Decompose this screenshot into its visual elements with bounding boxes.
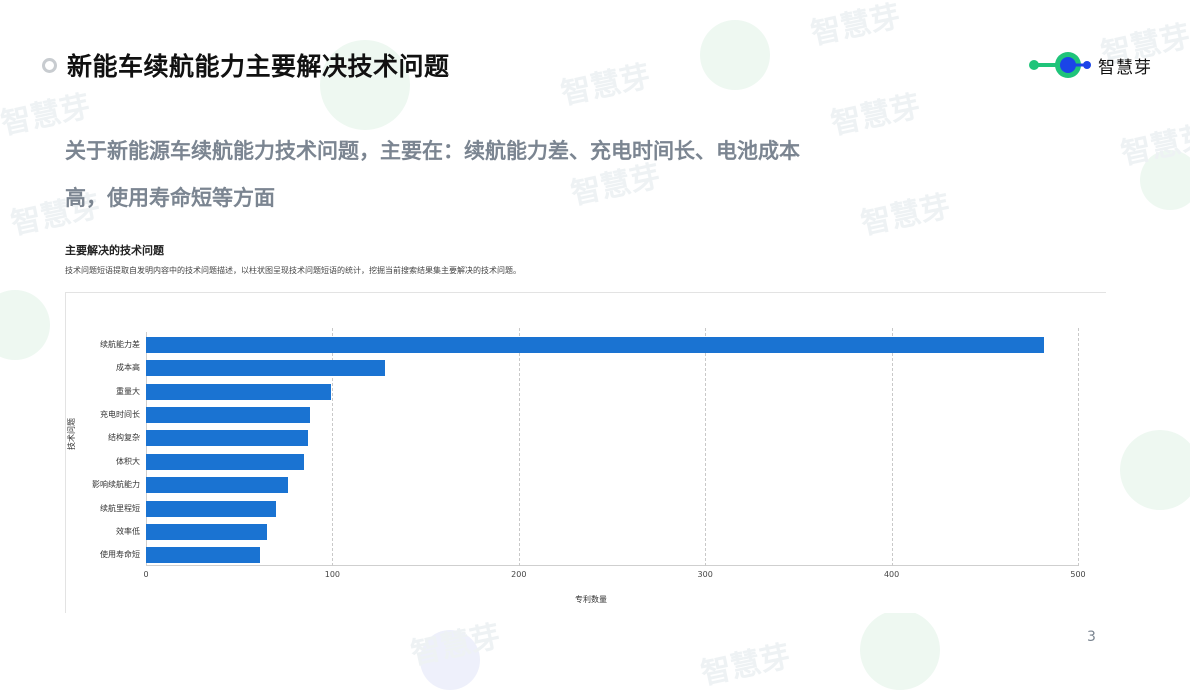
gridline	[705, 328, 707, 566]
chart-header: 主要解决的技术问题 技术问题短语提取自发明内容中的技术问题描述，以柱状图呈现技术…	[65, 242, 521, 276]
y-category-label: 续航里程短	[100, 503, 140, 513]
x-tick-label: 500	[1070, 570, 1086, 579]
y-category-label: 效率低	[116, 526, 140, 536]
bar[interactable]	[146, 406, 311, 423]
y-category-label: 体积大	[116, 456, 140, 466]
bar[interactable]	[146, 477, 288, 494]
watermark-text: 智慧芽	[558, 58, 654, 112]
x-tick-label: 100	[324, 570, 341, 579]
y-axis-line	[146, 332, 147, 566]
x-axis-label: 专利数量	[575, 595, 607, 604]
x-tick-label: 400	[883, 570, 900, 579]
y-category-label: 影响续航能力	[92, 480, 140, 490]
y-category-label: 续航能力差	[100, 339, 140, 349]
y-category-label: 结构复杂	[108, 433, 140, 443]
y-axis-label: 技术问题	[67, 418, 76, 450]
watermark-text: 智慧芽	[858, 188, 954, 242]
watermark-text: 智慧芽	[828, 88, 924, 142]
watermark-blob	[1140, 150, 1190, 210]
x-tick-label: 0	[143, 570, 149, 579]
bar[interactable]	[146, 523, 268, 540]
watermark-blob	[420, 630, 480, 690]
slide-title: 新能车续航能力主要解决技术问题	[67, 52, 450, 81]
bar[interactable]	[146, 336, 1045, 353]
y-category-label: 重量大	[116, 386, 140, 396]
chart-title: 主要解决的技术问题	[65, 244, 164, 257]
x-axis-line	[146, 565, 1078, 566]
slide-summary: 关于新能源车续航能力技术问题，主要在：续航能力差、充电时间长、电池成本高，使用寿…	[65, 139, 800, 210]
chart-description: 技术问题短语提取自发明内容中的技术问题描述，以柱状图呈现技术问题短语的统计，挖掘…	[65, 266, 521, 275]
watermark-blob	[1120, 430, 1190, 510]
x-tick-label: 200	[511, 570, 527, 579]
logo-text: 智慧芽	[1098, 57, 1152, 78]
y-category-label: 充电时间长	[100, 409, 140, 419]
bullet-ring-icon	[42, 57, 57, 73]
brand-logo: 智慧芽	[1028, 50, 1152, 80]
zhihuiya-logo-icon	[1029, 52, 1091, 78]
gridline	[1078, 328, 1079, 566]
bar[interactable]	[146, 383, 331, 400]
bar[interactable]	[146, 547, 260, 564]
slide-title-row: 新能车续航能力主要解决技术问题	[42, 47, 450, 83]
bar[interactable]	[146, 360, 385, 377]
x-tick-label: 300	[697, 570, 713, 579]
y-category-label: 成本高	[116, 363, 140, 373]
page-number: 3	[1087, 629, 1096, 645]
watermark-blob	[320, 40, 410, 130]
watermark-blob	[0, 290, 50, 360]
gridline	[891, 328, 893, 566]
watermark-blob	[860, 610, 940, 690]
bar-chart-plot: 0 100 200 300 400 500 续航能力差成本高重量大充电时间长结构复杂体积大影…	[92, 328, 1086, 579]
bar[interactable]	[146, 430, 309, 447]
bar[interactable]	[146, 453, 305, 470]
bar[interactable]	[146, 500, 277, 517]
gridline	[332, 328, 334, 566]
gridline	[518, 328, 520, 566]
watermark-blob	[700, 20, 770, 90]
watermark-text: 智慧芽	[808, 0, 904, 52]
y-category-label: 使用寿命短	[100, 550, 140, 560]
watermark-text: 智慧芽	[698, 638, 794, 692]
